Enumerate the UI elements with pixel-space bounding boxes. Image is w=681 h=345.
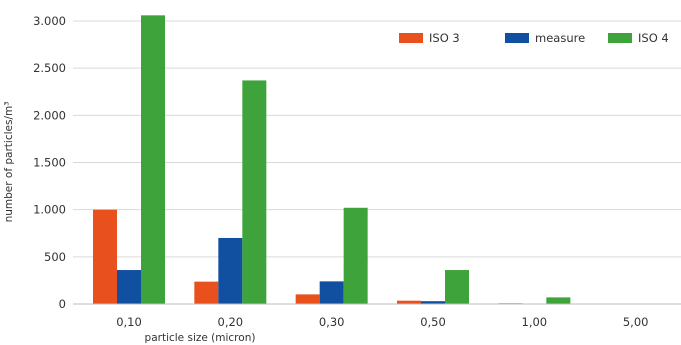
legend-swatch — [608, 33, 632, 43]
bar — [546, 297, 571, 304]
legend-label: measure — [535, 31, 585, 45]
bar — [194, 281, 219, 304]
y-tick-label: 1.000 — [33, 203, 66, 217]
y-axis-label: number of particles/m³ — [3, 102, 15, 223]
y-tick-label: 500 — [44, 250, 66, 264]
bar — [421, 301, 445, 304]
legend-swatch — [505, 33, 529, 43]
y-axis-ticks: 0 500 1.000 1.500 2.000 2.500 3.000 — [33, 14, 66, 311]
bar — [242, 80, 267, 305]
bar — [117, 270, 141, 304]
y-tick-label: 1.500 — [33, 156, 66, 170]
x-tick-label: 1,00 — [522, 315, 548, 329]
x-tick-label: 0,50 — [420, 315, 446, 329]
x-tick-label: 0,30 — [319, 315, 345, 329]
y-tick-label: 3.000 — [33, 14, 66, 28]
x-axis-label: particle size (micron) — [145, 332, 256, 344]
bar — [295, 294, 320, 304]
bar — [319, 281, 344, 304]
legend-label: ISO 3 — [429, 31, 460, 45]
bar — [141, 15, 165, 305]
legend: ISO 3 measure ISO 4 — [399, 31, 669, 45]
bars — [93, 15, 571, 305]
bar — [93, 209, 117, 304]
legend-label: ISO 4 — [638, 31, 669, 45]
x-tick-label: 5,00 — [623, 315, 649, 329]
bar — [218, 237, 243, 304]
bar — [343, 207, 368, 304]
y-tick-label: 0 — [59, 297, 66, 311]
x-axis-ticks: 0,10 0,20 0,30 0,50 1,00 5,00 — [116, 315, 648, 329]
gridlines — [73, 20, 681, 258]
legend-swatch — [399, 33, 423, 43]
bar — [397, 300, 421, 304]
bar — [445, 270, 469, 304]
y-tick-label: 2.500 — [33, 61, 66, 75]
y-tick-label: 2.000 — [33, 108, 66, 122]
x-tick-label: 0,10 — [116, 315, 142, 329]
x-tick-label: 0,20 — [218, 315, 244, 329]
